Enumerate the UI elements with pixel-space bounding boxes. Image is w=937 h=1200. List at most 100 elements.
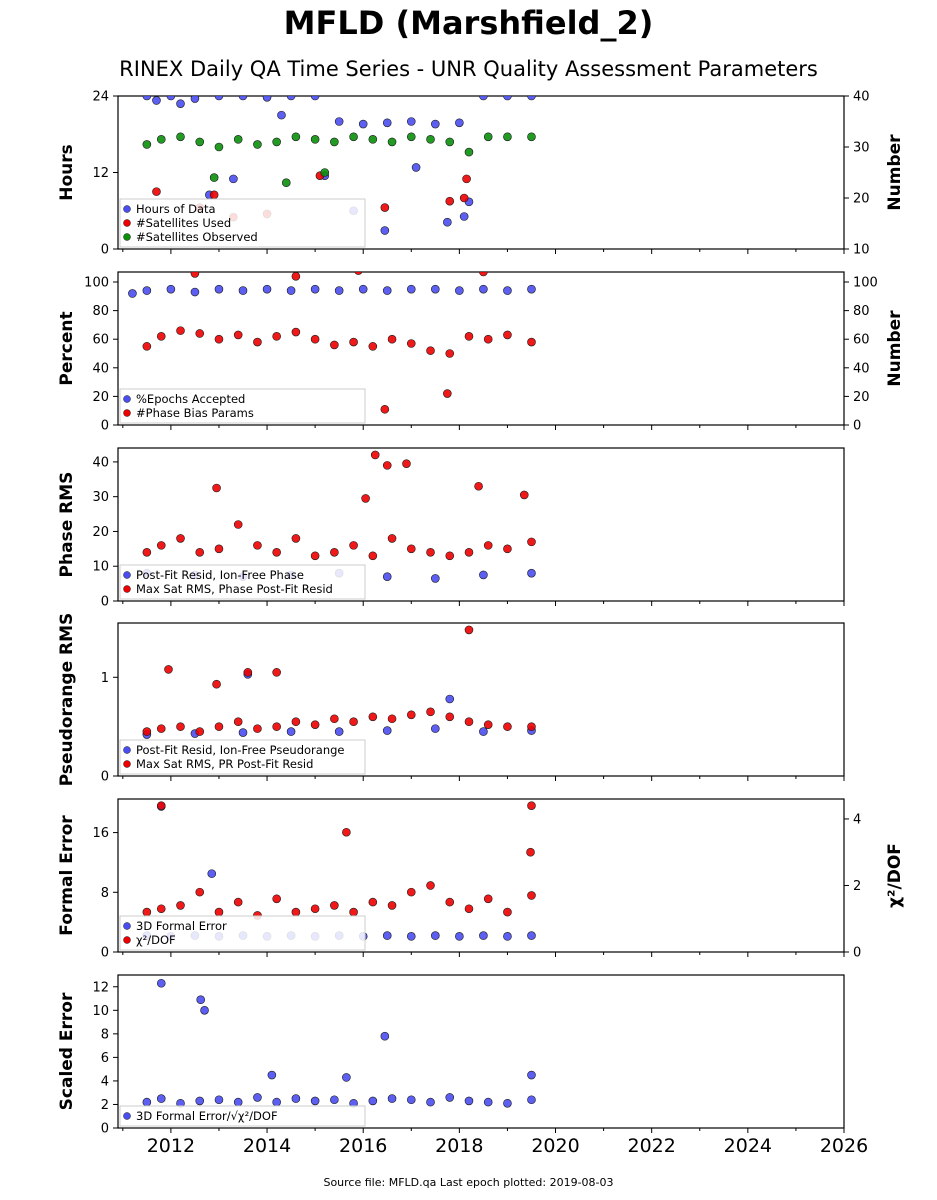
hours-point — [455, 118, 464, 128]
hours-point — [195, 137, 205, 147]
formal-error-point — [426, 881, 435, 890]
legend-label: Hours of Data — [136, 202, 216, 216]
phase-rms-point — [431, 574, 440, 583]
x-tick-label: 2024 — [724, 1135, 772, 1157]
percent-y2-tick-label: 60 — [853, 333, 870, 348]
formal-error-point — [406, 887, 416, 897]
percent-y2-tick-label: 0 — [853, 419, 861, 434]
hours-point — [209, 190, 219, 200]
formal-error-point — [382, 931, 392, 940]
legend-label: Post-Fit Resid, Ion-Free Phase — [136, 568, 304, 582]
pseudorange-rms-y-axis-label: Pseudorange RMS — [57, 613, 77, 787]
formal-error-point — [526, 847, 535, 857]
pseudorange-rms-point — [527, 722, 536, 731]
formal-error-y2-tick-label: 0 — [853, 946, 861, 961]
hours-point — [310, 96, 320, 101]
hours-y2-axis-label: Number — [885, 134, 905, 211]
formal-error-plot-frame — [117, 798, 845, 953]
percent-y-tick-label: 60 — [92, 333, 109, 348]
scaled-error-point — [196, 995, 205, 1005]
hours-point — [368, 135, 378, 144]
formal-error-point — [207, 869, 217, 878]
hours-point — [152, 187, 161, 196]
hours-point — [291, 132, 301, 142]
percent-point — [503, 286, 512, 295]
hours-y-tick-label: 12 — [92, 166, 109, 181]
x-tick-label: 2014 — [243, 1135, 291, 1157]
percent-point — [214, 284, 224, 294]
pseudorange-rms-point — [272, 722, 281, 731]
percent-point — [455, 286, 464, 295]
pseudorange-rms-plot-frame — [117, 622, 845, 777]
x-tick-label: 2026 — [820, 1135, 868, 1157]
percent-point — [190, 287, 200, 297]
scaled-error-marks — [142, 978, 536, 1108]
pseudorange-rms-point — [387, 714, 397, 724]
hours-point — [253, 140, 262, 149]
hours-point — [426, 135, 435, 144]
pseudorange-rms-point — [334, 727, 344, 736]
percent-point — [503, 330, 512, 340]
legend-label: #Satellites Used — [136, 216, 231, 230]
scaled-error-point — [310, 1096, 320, 1106]
percent-point — [142, 342, 152, 351]
phase-rms-point — [527, 568, 536, 578]
scaled-error-point — [368, 1096, 378, 1106]
percent-legend — [119, 388, 366, 424]
pseudorange-rms-point — [195, 727, 205, 736]
percent-point — [464, 332, 474, 341]
pseudorange-rms-point — [142, 727, 152, 736]
phase-rms-point — [272, 548, 281, 557]
hours-point — [445, 137, 455, 147]
hours-point — [142, 140, 152, 149]
percent-point — [358, 284, 368, 294]
hours-point — [286, 96, 296, 101]
formal-error-y2-tick-label: 2 — [853, 879, 861, 894]
scaled-error-point — [380, 1031, 390, 1041]
hours-point — [176, 132, 185, 142]
pseudorange-rms-point — [349, 717, 358, 727]
hours-point — [503, 96, 512, 101]
percent-y-axis-label: Percent — [57, 311, 77, 385]
legend-label: Max Sat RMS, PR Post-Fit Resid — [136, 757, 313, 771]
percent-y-tick-label: 40 — [92, 361, 109, 376]
percent-point — [310, 334, 320, 344]
percent-point — [214, 334, 224, 344]
phase-rms-point — [382, 461, 392, 470]
scaled-error-point — [426, 1097, 435, 1107]
hours-y-tick-label: 24 — [92, 90, 109, 105]
phase-rms-point — [519, 490, 529, 500]
percent-point — [286, 286, 296, 295]
phase-rms-point — [474, 481, 483, 491]
percent-point — [334, 286, 344, 295]
scaled-error-y-tick-label: 12 — [92, 980, 109, 995]
formal-error-point — [214, 907, 224, 917]
legend-marker — [123, 233, 131, 241]
scaled-error-point — [156, 978, 166, 988]
pseudorange-rms-point — [176, 722, 185, 731]
phase-rms-point — [387, 534, 397, 543]
hours-point — [190, 96, 200, 103]
scaled-error-y-tick-label: 0 — [101, 1122, 109, 1137]
pseudorange-rms-point — [464, 625, 474, 635]
legend-marker — [123, 585, 131, 593]
formal-error-y-tick-label: 0 — [101, 946, 109, 961]
scaled-error-point — [195, 1096, 205, 1106]
phase-rms-point — [253, 541, 262, 550]
scaled-error-point — [233, 1097, 243, 1107]
scaled-error-y-axis-label: Scaled Error — [57, 992, 77, 1110]
percent-marks — [128, 272, 536, 414]
formal-error-y-axis-label: Formal Error — [57, 815, 77, 936]
scaled-error-legend — [119, 1105, 366, 1127]
formal-error-point — [527, 931, 536, 940]
formal-error-y2-axis-label: χ²/DOF — [885, 843, 905, 908]
hours-point — [387, 137, 397, 147]
x-tick-label: 2012 — [147, 1135, 195, 1157]
formal-error-point — [272, 894, 281, 904]
percent-y-tick-label: 80 — [92, 304, 109, 319]
hours-y-tick-label: 0 — [101, 243, 109, 258]
phase-rms-y-tick-label: 10 — [92, 560, 109, 575]
scaled-error-point — [272, 1097, 281, 1107]
percent-point — [291, 272, 301, 281]
